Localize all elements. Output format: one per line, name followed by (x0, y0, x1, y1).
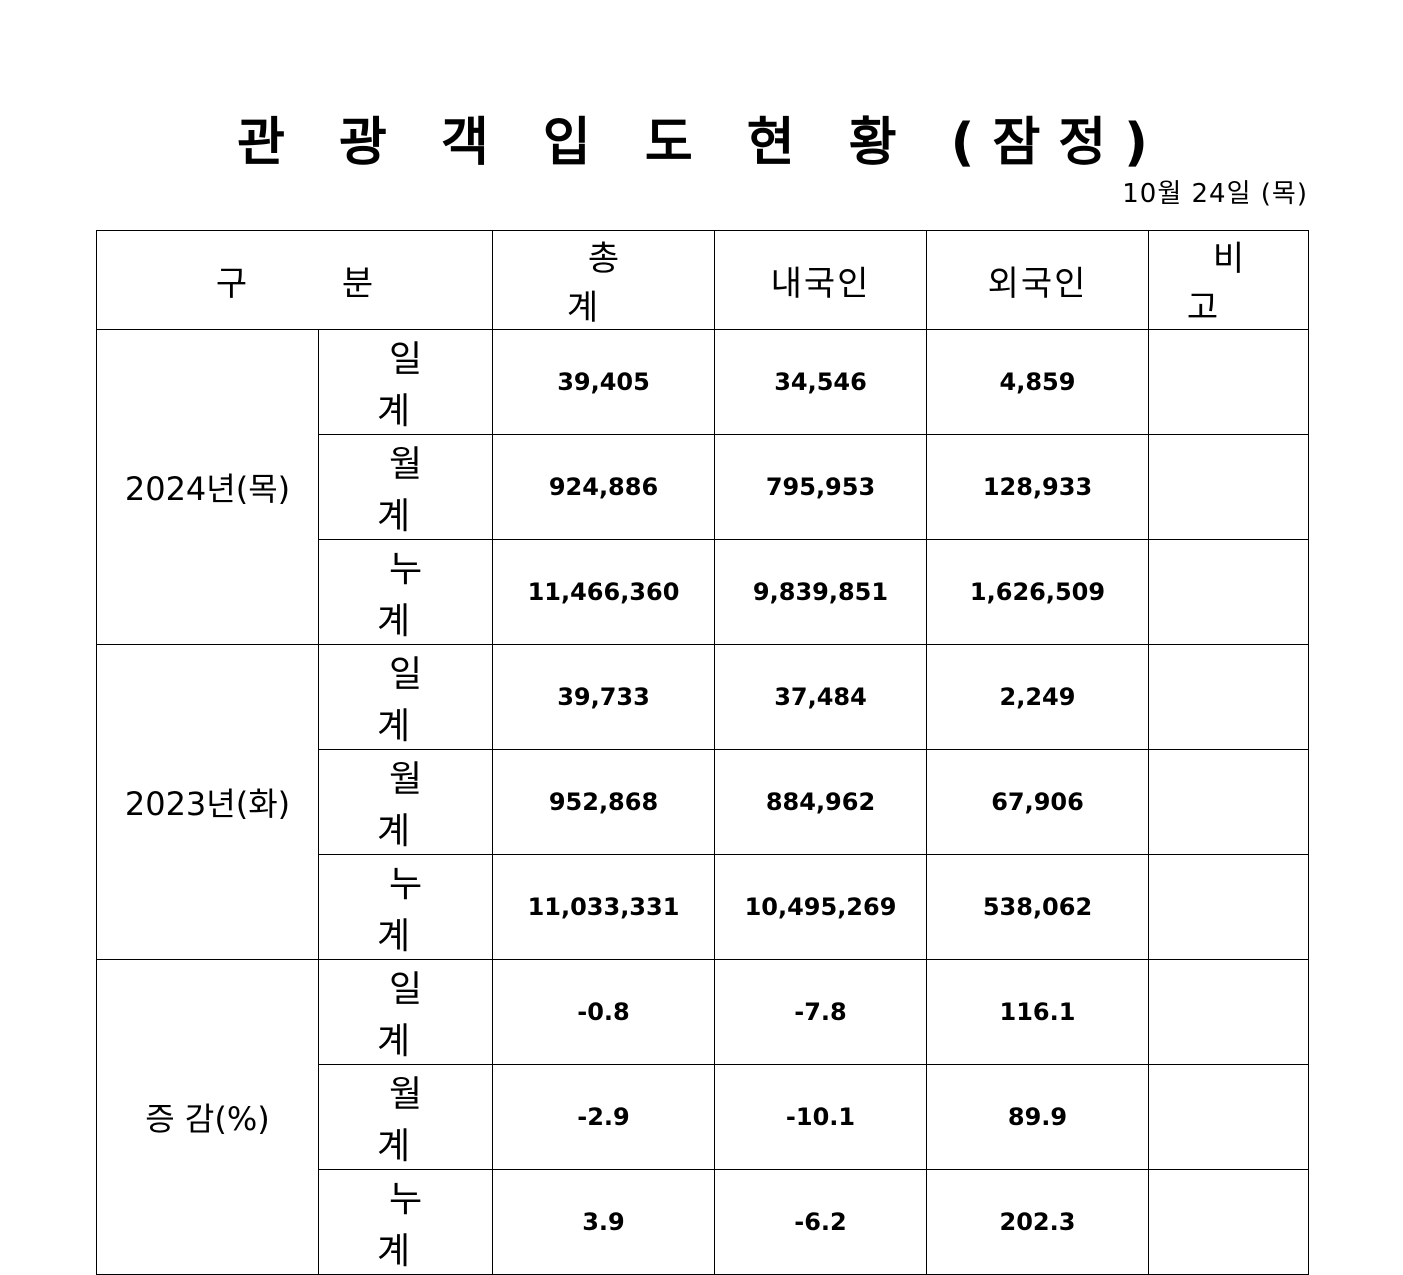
cell-total: 11,033,331 (492, 854, 715, 960)
cell-foreign: 4,859 (926, 329, 1149, 435)
header-foreign: 외국인 (926, 230, 1149, 330)
report-date: 10월 24일 (목) (1122, 179, 1308, 209)
cell-foreign: 67,906 (926, 749, 1149, 855)
table-row: 2023년(화) 일 계 39,733 37,484 2,249 (96, 644, 1309, 960)
cell-foreign: 2,249 (926, 644, 1149, 750)
cell-foreign: 128,933 (926, 434, 1149, 540)
cell-domestic: 795,953 (714, 434, 927, 540)
cell-foreign: 538,062 (926, 854, 1149, 960)
group-label-change: 증 감(%) (96, 959, 319, 1275)
group-label-2024: 2024년(목) (96, 329, 319, 645)
table-header-row: 구 분 총 계 내국인 외국인 비 고 (96, 230, 1309, 330)
cell-remarks (1148, 329, 1309, 435)
cell-remarks (1148, 1064, 1309, 1170)
cell-foreign: 116.1 (926, 959, 1149, 1065)
cell-remarks (1148, 1169, 1309, 1275)
table-row: 2024년(목) 일 계 39,405 34,546 4,859 (96, 329, 1309, 645)
cell-total: 11,466,360 (492, 539, 715, 645)
cell-domestic: -7.8 (714, 959, 927, 1065)
cell-total: -0.8 (492, 959, 715, 1065)
cell-total: 39,405 (492, 329, 715, 435)
table-row: 누 계 11,466,360 9,839,851 1,626,509 (97, 539, 1309, 645)
row-type: 일 계 (318, 329, 493, 435)
cell-total: 39,733 (492, 644, 715, 750)
cell-remarks (1148, 959, 1309, 1065)
table-row: 월 계 952,868 884,962 67,906 (97, 749, 1309, 855)
cell-domestic: 34,546 (714, 329, 927, 435)
cell-total: 952,868 (492, 749, 715, 855)
cell-foreign: 1,626,509 (926, 539, 1149, 645)
page-title: 관 광 객 입 도 현 황 (잠정) (237, 113, 1166, 173)
row-type: 월 계 (318, 434, 493, 540)
row-type: 일 계 (318, 959, 493, 1065)
cell-domestic: 10,495,269 (714, 854, 927, 960)
header-category: 구 분 (96, 230, 493, 330)
cell-remarks (1148, 539, 1309, 645)
cell-total: 3.9 (492, 1169, 715, 1275)
tourist-arrivals-table: 구 분 총 계 내국인 외국인 비 고 2024년(목) 일 계 39,405 … (96, 230, 1309, 1275)
cell-domestic: 9,839,851 (714, 539, 927, 645)
header-total: 총 계 (492, 230, 715, 330)
group-label-2023: 2023년(화) (96, 644, 319, 960)
cell-domestic: 884,962 (714, 749, 927, 855)
cell-foreign: 202.3 (926, 1169, 1149, 1275)
row-type: 월 계 (318, 749, 493, 855)
cell-domestic: -10.1 (714, 1064, 927, 1170)
cell-total: 924,886 (492, 434, 715, 540)
table-row: 누 계 11,033,331 10,495,269 538,062 (97, 854, 1309, 960)
row-type: 누 계 (318, 854, 493, 960)
cell-domestic: -6.2 (714, 1169, 927, 1275)
cell-domestic: 37,484 (714, 644, 927, 750)
cell-foreign: 89.9 (926, 1064, 1149, 1170)
row-type: 일 계 (318, 644, 493, 750)
header-domestic: 내국인 (714, 230, 927, 330)
row-type: 누 계 (318, 539, 493, 645)
row-type: 월 계 (318, 1064, 493, 1170)
cell-total: -2.9 (492, 1064, 715, 1170)
cell-remarks (1148, 434, 1309, 540)
cell-remarks (1148, 644, 1309, 750)
cell-remarks (1148, 749, 1309, 855)
table-row: 증 감(%) 일 계 -0.8 -7.8 116.1 (96, 959, 1309, 1275)
row-type: 누 계 (318, 1169, 493, 1275)
header-remarks: 비 고 (1148, 230, 1309, 330)
cell-remarks (1148, 854, 1309, 960)
